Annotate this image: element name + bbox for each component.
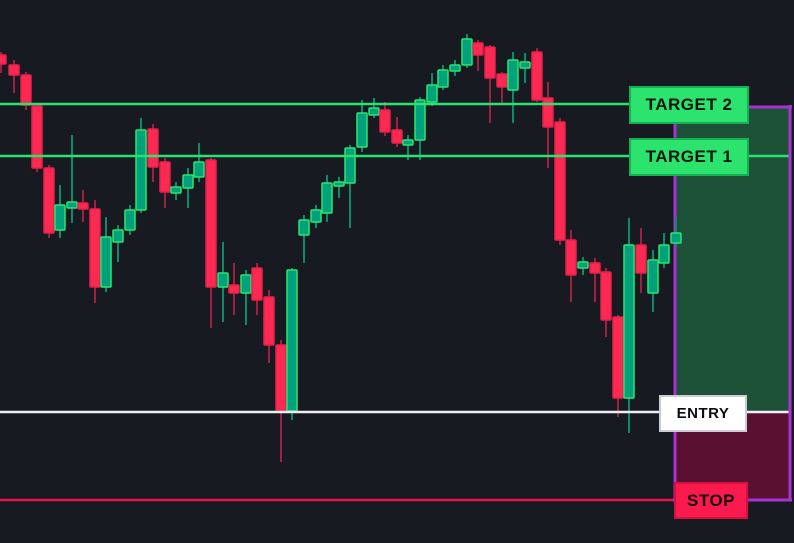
- stop-label-text: STOP: [687, 490, 735, 510]
- entry-label-text: ENTRY: [676, 405, 730, 422]
- entry-label[interactable]: ENTRY: [659, 395, 747, 432]
- target1-label-text: TARGET 1: [645, 147, 733, 166]
- target1-label[interactable]: TARGET 1: [629, 138, 749, 176]
- target2-label-text: TARGET 2: [645, 95, 733, 114]
- target2-label[interactable]: TARGET 2: [629, 86, 749, 124]
- candles-layer: [0, 34, 682, 462]
- stop-label[interactable]: STOP: [674, 482, 748, 519]
